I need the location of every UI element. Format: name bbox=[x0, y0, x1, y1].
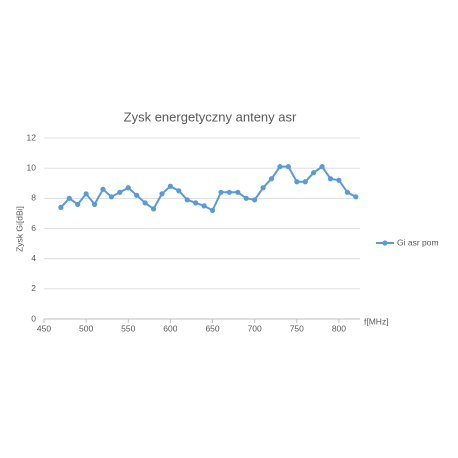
data-point bbox=[176, 188, 182, 194]
y-tick-label: 12 bbox=[27, 132, 37, 142]
y-tick-label: 2 bbox=[31, 283, 36, 293]
data-point bbox=[209, 207, 216, 213]
data-point bbox=[252, 197, 258, 203]
x-tick-label: 800 bbox=[332, 323, 346, 333]
legend-marker bbox=[382, 240, 388, 246]
legend-label: Gi asr pom bbox=[397, 237, 439, 247]
data-point bbox=[125, 185, 131, 191]
data-point bbox=[201, 203, 207, 209]
data-point bbox=[235, 189, 241, 195]
data-point bbox=[193, 200, 199, 206]
data-point bbox=[327, 176, 334, 182]
data-point bbox=[277, 164, 283, 170]
data-point bbox=[268, 176, 275, 182]
x-tick-label: 450 bbox=[37, 323, 51, 333]
data-point bbox=[218, 189, 224, 195]
data-point bbox=[134, 192, 140, 198]
x-tick-label: 700 bbox=[248, 323, 262, 333]
y-tick-label: 8 bbox=[31, 193, 36, 203]
data-point bbox=[285, 164, 291, 170]
x-tick-label: 600 bbox=[163, 323, 177, 333]
data-point bbox=[100, 186, 106, 192]
y-tick-label: 4 bbox=[31, 253, 36, 263]
x-tick-label: 650 bbox=[205, 323, 219, 333]
data-point bbox=[226, 189, 232, 195]
data-point bbox=[243, 195, 249, 201]
data-point bbox=[336, 177, 342, 183]
data-point bbox=[167, 183, 173, 189]
data-point bbox=[91, 201, 98, 207]
data-point bbox=[344, 189, 350, 195]
data-point bbox=[353, 194, 359, 200]
data-point bbox=[83, 191, 89, 197]
y-tick-label: 6 bbox=[31, 223, 36, 233]
data-point bbox=[294, 179, 300, 185]
data-point bbox=[66, 195, 72, 201]
data-point bbox=[117, 189, 123, 195]
data-point bbox=[260, 185, 266, 191]
y-tick-label: 10 bbox=[27, 162, 37, 172]
data-point bbox=[184, 197, 190, 203]
x-tick-label: 550 bbox=[121, 323, 135, 333]
data-point bbox=[150, 206, 157, 212]
chart-title: Zysk energetyczny anteny asr bbox=[124, 109, 297, 124]
y-axis-label: Zysk Gi[dBi] bbox=[14, 206, 24, 252]
x-tick-label: 750 bbox=[290, 323, 304, 333]
x-tick-label: 500 bbox=[79, 323, 93, 333]
data-point bbox=[58, 204, 64, 210]
data-point bbox=[302, 179, 308, 185]
y-tick-label: 0 bbox=[31, 313, 36, 323]
data-point bbox=[108, 194, 115, 200]
data-point bbox=[311, 170, 317, 176]
data-point bbox=[319, 164, 325, 170]
data-point bbox=[159, 191, 165, 197]
data-point bbox=[142, 200, 148, 206]
data-point bbox=[75, 201, 81, 207]
x-axis-label: f[MHz] bbox=[364, 316, 389, 326]
